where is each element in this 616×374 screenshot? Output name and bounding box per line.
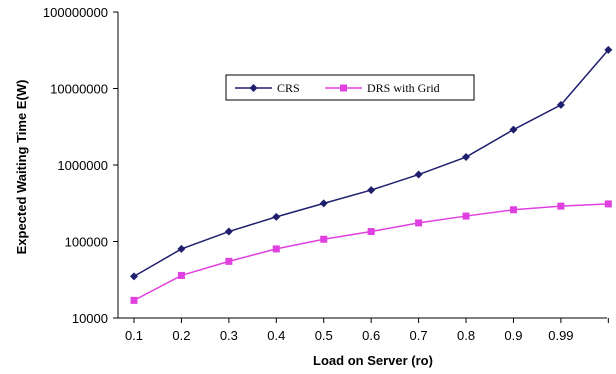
series-1 xyxy=(130,200,612,304)
x-tick-label: 0.9 xyxy=(504,328,522,343)
y-axis-title: Expected Waiting Time E(W) xyxy=(14,80,29,255)
x-tick-label: 0.7 xyxy=(410,328,428,343)
legend-marker-drs xyxy=(340,84,347,92)
series-line xyxy=(133,203,609,302)
y-tick-label: 100000 xyxy=(65,235,108,250)
x-tick-label: 0.8 xyxy=(457,328,475,343)
y-axis: 10000 100000 1000000 10000000 100000000 xyxy=(43,5,119,326)
data-point xyxy=(509,125,518,134)
data-point xyxy=(462,212,470,220)
data-point xyxy=(177,244,186,253)
x-axis-title: Load on Server (ro) xyxy=(313,353,433,368)
data-point xyxy=(224,227,233,236)
data-point xyxy=(130,296,138,304)
data-point xyxy=(604,200,612,208)
data-point xyxy=(320,235,328,243)
x-tick-label: 0.4 xyxy=(267,328,285,343)
y-tick-label: 10000000 xyxy=(50,82,108,97)
data-point xyxy=(272,245,280,253)
data-point xyxy=(177,271,185,279)
legend: CRS DRS with Grid xyxy=(225,74,475,101)
x-tick-label: 0.2 xyxy=(172,328,190,343)
data-point xyxy=(130,272,138,281)
data-point xyxy=(415,219,423,227)
data-point xyxy=(414,170,423,179)
x-tick-label: 0.1 xyxy=(125,328,143,343)
series-0 xyxy=(130,45,613,281)
x-tick-label: 0.3 xyxy=(220,328,238,343)
data-point xyxy=(225,257,233,265)
legend-marker-crs xyxy=(249,84,258,92)
data-point xyxy=(509,206,517,214)
data-point xyxy=(604,45,613,54)
y-tick-label: 100000000 xyxy=(43,5,108,20)
data-point xyxy=(272,212,281,221)
data-point xyxy=(319,199,328,208)
legend-label-drs: DRS with Grid xyxy=(367,81,440,95)
series-layer xyxy=(130,45,613,304)
data-point xyxy=(367,186,376,195)
data-point xyxy=(462,153,471,162)
x-tick-label: 0.99 xyxy=(548,328,573,343)
y-tick-label: 10000 xyxy=(72,311,108,326)
x-tick-label: 0.6 xyxy=(362,328,380,343)
y-tick-label: 1000000 xyxy=(57,158,108,173)
legend-label-crs: CRS xyxy=(277,81,300,95)
data-point xyxy=(367,228,375,236)
data-point xyxy=(557,202,565,210)
x-tick-label: 0.5 xyxy=(315,328,333,343)
x-axis: 0.1 0.2 0.3 0.4 0.5 0.6 0.7 0.8 0.9 0.99 xyxy=(118,317,609,343)
data-point xyxy=(556,100,565,109)
